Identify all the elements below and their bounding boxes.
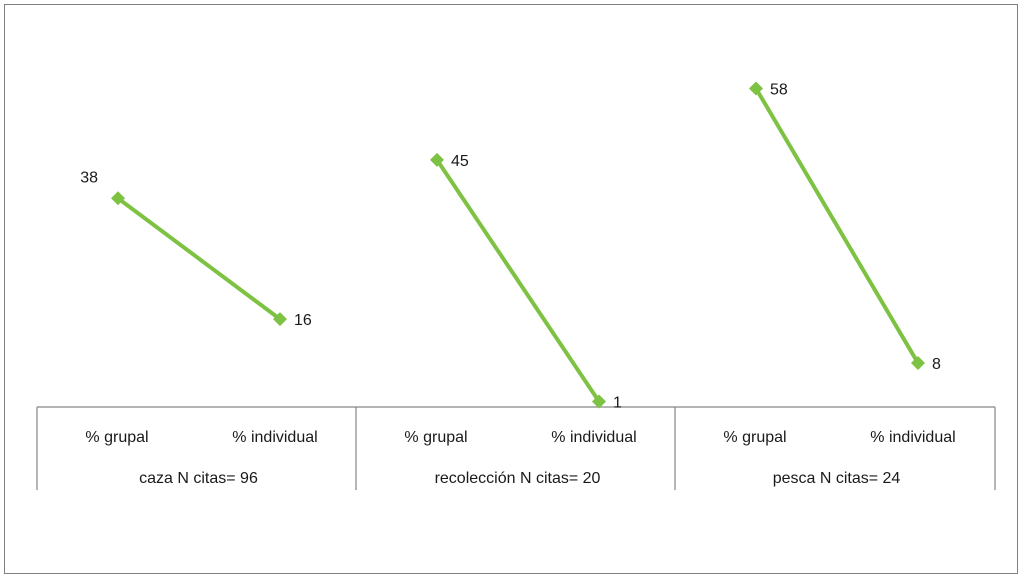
category-tick-label: % grupal xyxy=(723,429,786,446)
category-tick-label: % grupal xyxy=(85,429,148,446)
data-label: 1 xyxy=(613,395,622,412)
data-label: 8 xyxy=(932,356,941,373)
series-line xyxy=(435,157,601,404)
category-tick-label: % individual xyxy=(232,429,317,446)
series-group-1: 38 16 xyxy=(80,169,312,329)
series-line xyxy=(754,86,920,366)
series-line xyxy=(116,196,282,322)
data-point-marker xyxy=(430,152,444,167)
group-label: pesca N citas= 24 xyxy=(773,470,901,487)
group-label: caza N citas= 96 xyxy=(139,470,258,487)
data-label: 38 xyxy=(80,169,98,186)
data-point-marker xyxy=(911,356,925,371)
category-tick-label: % grupal xyxy=(404,429,467,446)
data-label: 58 xyxy=(770,81,788,98)
data-point-marker xyxy=(592,394,606,409)
data-point-marker xyxy=(273,312,287,327)
series-group-2: 45 1 xyxy=(430,152,622,412)
data-label: 16 xyxy=(294,312,312,329)
series-group-3: 58 8 xyxy=(749,81,941,373)
data-label: 45 xyxy=(451,153,469,170)
chart-frame xyxy=(4,4,1018,574)
category-tick-label: % individual xyxy=(870,429,955,446)
data-point-marker xyxy=(111,191,125,206)
data-point-marker xyxy=(749,81,763,96)
group-label: recolección N citas= 20 xyxy=(435,470,601,487)
category-tick-label: % individual xyxy=(551,429,636,446)
